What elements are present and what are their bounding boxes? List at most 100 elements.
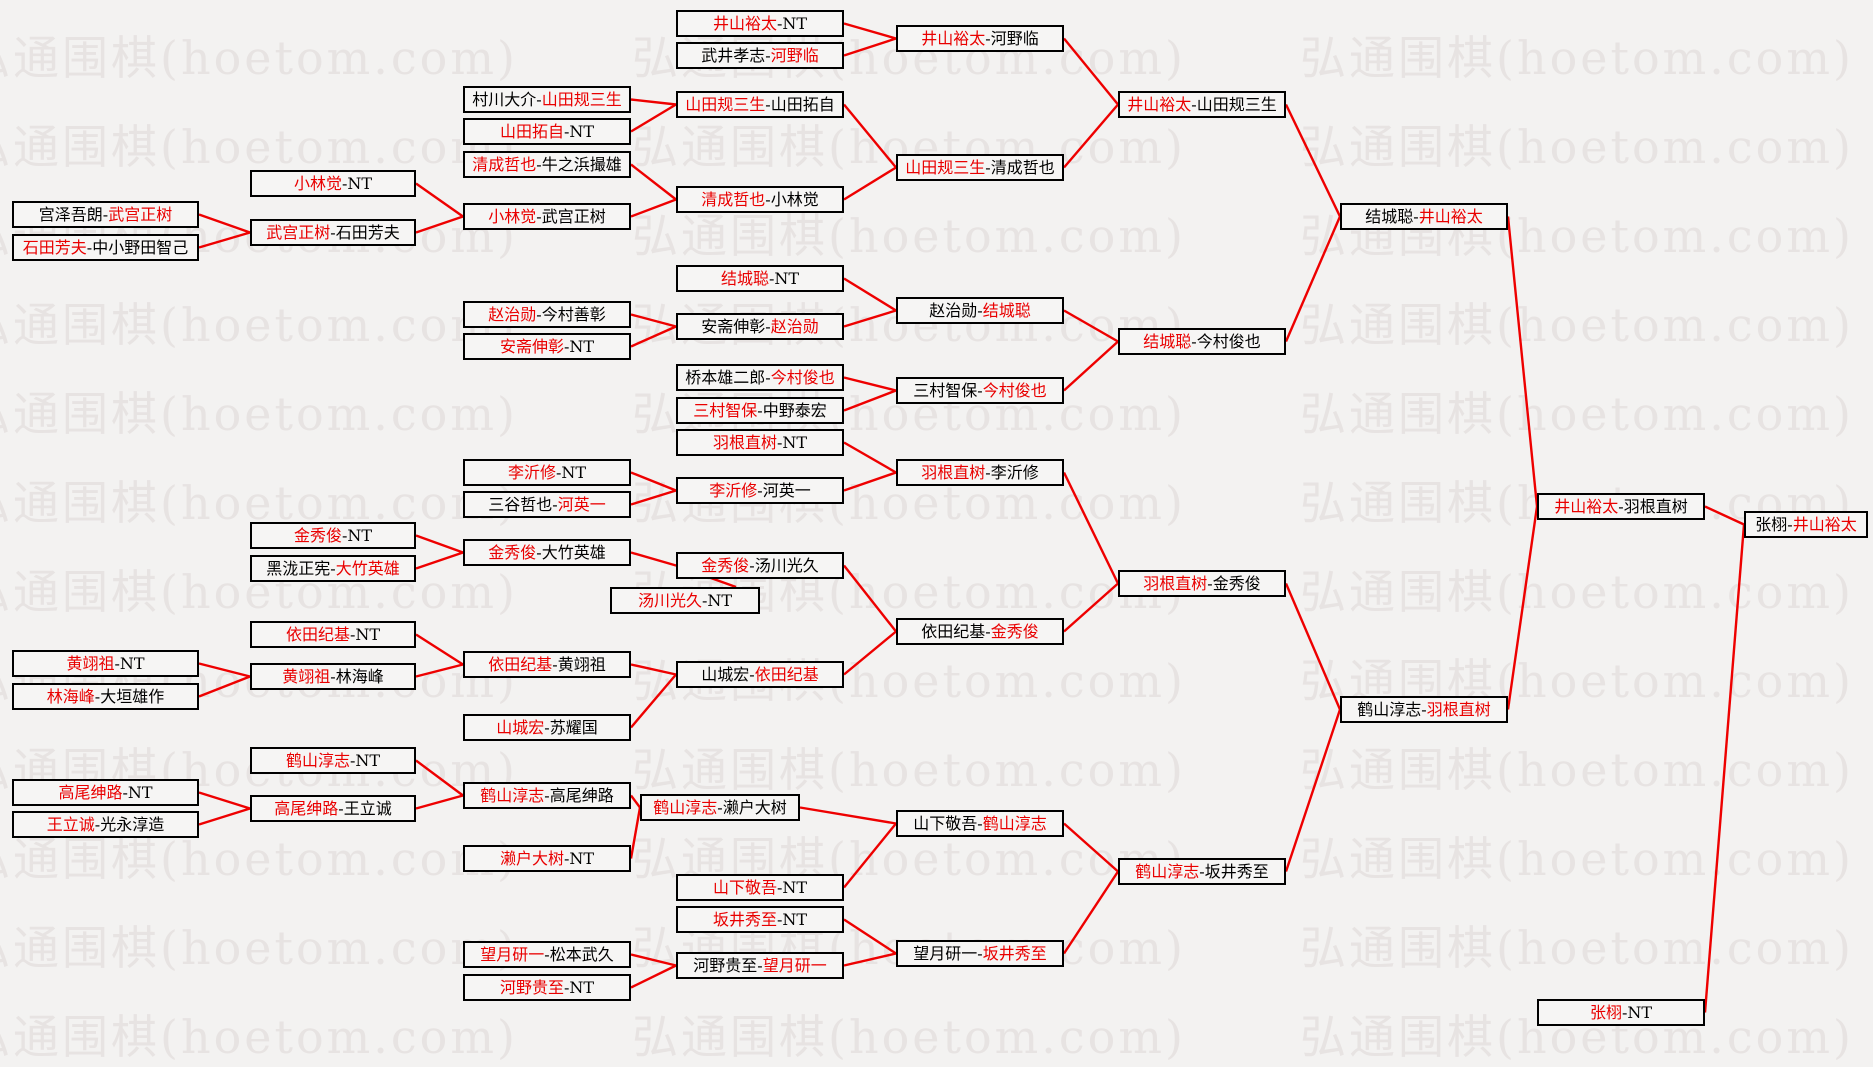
player-name: 坂井秀至 xyxy=(982,944,1047,963)
bracket-connector xyxy=(630,325,677,348)
watermark-text: 弘通围棋(hoetom.com) xyxy=(0,476,518,530)
player-name: 中野泰宏 xyxy=(762,401,827,420)
match-box: 鹤山淳志 - 坂井秀至 xyxy=(1118,858,1286,885)
name-separator: - xyxy=(330,667,336,686)
player-name: 高尾绅路 xyxy=(274,799,339,818)
player-name: 桥本雄二郎 xyxy=(685,368,766,387)
bracket-connector xyxy=(1063,37,1119,106)
name-separator: - xyxy=(765,46,771,65)
player-name: 河英一 xyxy=(762,481,811,500)
player-name: 山下敬吾 xyxy=(913,814,978,833)
match-box: 金秀俊 - NT xyxy=(250,522,416,549)
player-name: 羽根直树 xyxy=(921,463,986,482)
bracket-connector xyxy=(415,759,464,797)
match-box: 鹤山淳志 - NT xyxy=(250,747,416,774)
name-separator: - xyxy=(330,559,336,578)
name-separator: - xyxy=(349,751,356,770)
player-name: 鹤山淳志 xyxy=(653,798,718,817)
name-separator: - xyxy=(1207,574,1213,593)
bracket-connector xyxy=(1063,103,1119,169)
player-name: 小林觉 xyxy=(293,174,342,193)
bracket-connector xyxy=(1062,471,1120,585)
match-box: 高尾绅路 - NT xyxy=(12,779,199,806)
match-box: 李沂修 - 河英一 xyxy=(676,477,844,504)
bracket-connector xyxy=(1063,582,1119,633)
player-name: 井山裕太 xyxy=(712,14,777,33)
match-box: 武宫正树 - 石田芳夫 xyxy=(250,219,416,246)
name-separator: - xyxy=(114,654,120,673)
bracket-connector xyxy=(630,98,677,106)
bracket-connector xyxy=(843,277,897,312)
bracket-connector xyxy=(1284,103,1342,218)
match-box: 结城聪 - 井山裕太 xyxy=(1340,203,1508,230)
player-name: NT xyxy=(569,978,595,997)
player-name: 鹤山淳志 xyxy=(1357,700,1422,719)
match-box: 鹤山淳志 - 羽根直树 xyxy=(1340,696,1508,723)
player-name: 河野临 xyxy=(990,29,1039,48)
player-name: NT xyxy=(561,463,587,482)
match-box: 井山裕太 - 河野临 xyxy=(896,25,1064,52)
match-box: 张栩 - 井山裕太 xyxy=(1744,511,1868,538)
name-separator: - xyxy=(563,849,570,868)
match-box: 小林觉 - 武宫正树 xyxy=(463,203,631,230)
bracket-connector xyxy=(198,213,251,234)
player-name: 三谷哲也 xyxy=(488,495,553,514)
name-separator: - xyxy=(765,317,771,336)
bracket-connector xyxy=(415,215,464,234)
bracket-connector xyxy=(1284,709,1342,872)
player-name: NT xyxy=(782,14,808,33)
player-name: 濑户大树 xyxy=(499,849,564,868)
watermark-text: 弘通围棋(hoetom.com) xyxy=(1300,565,1854,619)
name-separator: - xyxy=(86,238,93,257)
player-name: 安斋伸彰 xyxy=(499,337,564,356)
bracket-connector xyxy=(843,630,897,676)
bracket-connector xyxy=(843,471,897,492)
player-name: 黄翊祖 xyxy=(66,654,115,673)
player-name: 小林觉 xyxy=(488,207,537,226)
bracket-connector xyxy=(843,564,897,633)
player-name: 结城聪 xyxy=(982,301,1031,320)
name-separator: - xyxy=(757,481,763,500)
match-box: 山田拓自 - NT xyxy=(463,118,631,145)
bracket-connector xyxy=(198,807,251,826)
name-separator: - xyxy=(977,381,983,400)
bracket-connector xyxy=(1506,216,1539,507)
match-box: 王立诚 - 光永淳造 xyxy=(12,811,199,838)
match-box: 结城聪 - NT xyxy=(676,265,844,292)
name-separator: - xyxy=(94,687,101,706)
player-name: 高尾绅路 xyxy=(549,786,614,805)
bracket-connector xyxy=(843,376,897,392)
match-box: 井山裕太 - 山田规三生 xyxy=(1118,91,1286,118)
player-name: 李沂修 xyxy=(990,463,1039,482)
bracket-connector xyxy=(1704,505,1745,526)
player-name: 清成哲也 xyxy=(472,155,537,174)
name-separator: - xyxy=(94,815,101,834)
name-separator: - xyxy=(536,543,542,562)
player-name: 村川大介 xyxy=(472,90,537,109)
player-name: 苏耀国 xyxy=(549,718,598,737)
player-name: 中小野田智己 xyxy=(92,238,189,257)
player-name: 李沂修 xyxy=(709,481,758,500)
bracket-connector xyxy=(843,441,897,474)
name-separator: - xyxy=(765,190,771,209)
name-separator: - xyxy=(977,814,983,833)
player-name: 山下敬吾 xyxy=(712,878,777,897)
player-name: 结城聪 xyxy=(1365,207,1414,226)
watermark-text: 弘通围棋(hoetom.com) xyxy=(1300,832,1854,886)
player-name: 河野贵至 xyxy=(693,956,758,975)
bracket-connector xyxy=(630,103,677,133)
bracket-connector xyxy=(1703,524,1746,1013)
match-box: 石田芳夫 - 中小野田智己 xyxy=(12,234,199,261)
player-name: 黑泷正宪 xyxy=(266,559,331,578)
watermark-text: 弘通围棋(hoetom.com) xyxy=(1300,921,1854,975)
match-box: 依田纪基 - NT xyxy=(250,621,416,648)
match-box: 鹤山淳志 - 濑户大树 xyxy=(640,794,800,821)
name-separator: - xyxy=(349,625,356,644)
player-name: 坂井秀至 xyxy=(712,910,777,929)
player-name: 井山裕太 xyxy=(1554,497,1619,516)
match-box: 山城宏 - 依田纪基 xyxy=(676,661,844,688)
watermark-text: 弘通围棋(hoetom.com) xyxy=(0,921,518,975)
player-name: NT xyxy=(347,526,373,545)
match-box: 鹤山淳志 - 高尾绅路 xyxy=(463,782,631,809)
player-name: 鹤山淳志 xyxy=(480,786,545,805)
